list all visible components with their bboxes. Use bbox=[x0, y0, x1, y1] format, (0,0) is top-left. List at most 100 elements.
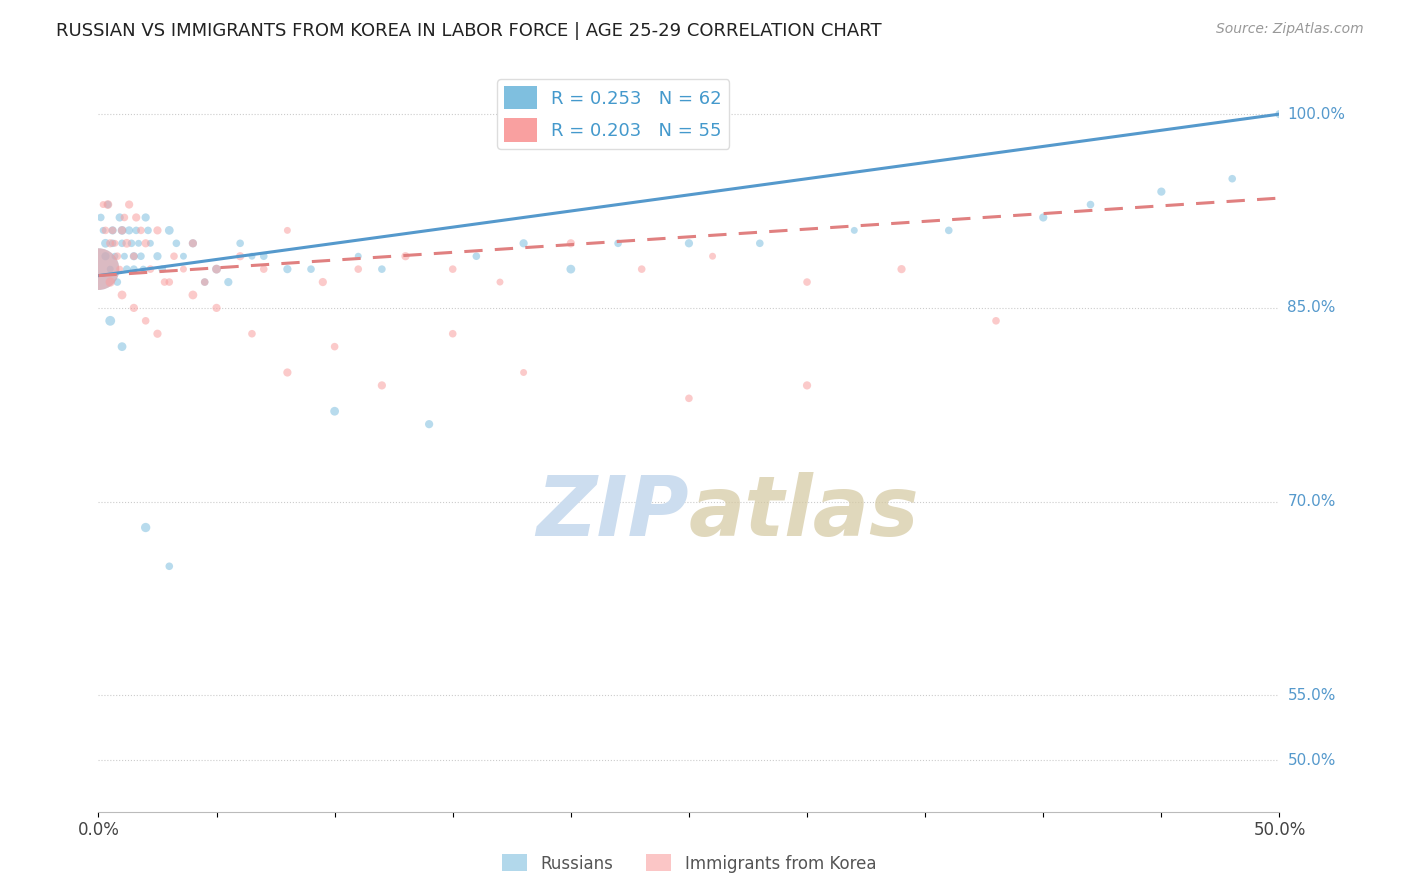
Point bbox=[441, 262, 464, 277]
Point bbox=[194, 275, 217, 289]
Point bbox=[108, 262, 131, 277]
Text: 85.0%: 85.0% bbox=[1288, 301, 1336, 316]
Point bbox=[276, 366, 298, 380]
Point bbox=[94, 223, 117, 237]
Point bbox=[240, 249, 263, 263]
Point bbox=[607, 236, 630, 251]
Point bbox=[157, 559, 180, 574]
Point bbox=[796, 378, 818, 392]
Point bbox=[97, 197, 120, 211]
Text: RUSSIAN VS IMMIGRANTS FROM KOREA IN LABOR FORCE | AGE 25-29 CORRELATION CHART: RUSSIAN VS IMMIGRANTS FROM KOREA IN LABO… bbox=[56, 22, 882, 40]
Point bbox=[139, 236, 162, 251]
Point bbox=[465, 249, 488, 263]
Text: ZIP: ZIP bbox=[536, 472, 689, 552]
Point bbox=[129, 249, 152, 263]
Point bbox=[118, 223, 141, 237]
Point bbox=[253, 249, 276, 263]
Point bbox=[1220, 171, 1243, 186]
Text: 100.0%: 100.0% bbox=[1288, 107, 1346, 121]
Point bbox=[157, 275, 180, 289]
Point bbox=[91, 197, 114, 211]
Point bbox=[111, 223, 134, 237]
Point bbox=[844, 223, 866, 237]
Point bbox=[323, 340, 346, 354]
Point bbox=[205, 262, 228, 277]
Point bbox=[105, 275, 128, 289]
Point bbox=[94, 249, 117, 263]
Point bbox=[217, 275, 239, 289]
Point bbox=[121, 236, 143, 251]
Point bbox=[115, 236, 138, 251]
Point bbox=[105, 249, 128, 263]
Point bbox=[132, 262, 155, 277]
Point bbox=[90, 211, 112, 225]
Text: atlas: atlas bbox=[689, 472, 920, 552]
Point bbox=[98, 275, 121, 289]
Point bbox=[299, 262, 322, 277]
Point bbox=[150, 262, 173, 277]
Point bbox=[135, 314, 157, 328]
Point bbox=[122, 249, 145, 263]
Point bbox=[146, 326, 169, 341]
Point bbox=[181, 236, 204, 251]
Point bbox=[323, 404, 346, 418]
Point bbox=[111, 340, 134, 354]
Point bbox=[371, 262, 394, 277]
Point bbox=[796, 275, 818, 289]
Point bbox=[157, 223, 180, 237]
Point bbox=[111, 236, 134, 251]
Point bbox=[101, 223, 124, 237]
Point bbox=[702, 249, 724, 263]
Point bbox=[98, 236, 121, 251]
Point bbox=[512, 366, 534, 380]
Point bbox=[146, 223, 169, 237]
Point bbox=[128, 236, 150, 251]
Point bbox=[512, 236, 534, 251]
Point bbox=[125, 223, 148, 237]
Point bbox=[441, 326, 464, 341]
Point bbox=[276, 262, 298, 277]
Point bbox=[229, 249, 252, 263]
Point bbox=[489, 275, 512, 289]
Point bbox=[122, 301, 145, 315]
Point bbox=[194, 275, 217, 289]
Point bbox=[938, 223, 960, 237]
Point bbox=[984, 314, 1007, 328]
Point bbox=[129, 223, 152, 237]
Text: 55.0%: 55.0% bbox=[1288, 688, 1336, 703]
Point bbox=[678, 236, 700, 251]
Point bbox=[101, 236, 124, 251]
Point bbox=[205, 262, 228, 277]
Point bbox=[418, 417, 440, 432]
Point bbox=[94, 236, 117, 251]
Point bbox=[111, 288, 134, 302]
Point bbox=[104, 249, 127, 263]
Point bbox=[1080, 197, 1102, 211]
Point bbox=[560, 262, 582, 277]
Point bbox=[276, 223, 298, 237]
Point bbox=[1268, 107, 1291, 121]
Point bbox=[890, 262, 912, 277]
Point bbox=[87, 262, 110, 277]
Point bbox=[146, 249, 169, 263]
Point bbox=[125, 211, 148, 225]
Legend: Russians, Immigrants from Korea: Russians, Immigrants from Korea bbox=[495, 847, 883, 880]
Point bbox=[181, 236, 204, 251]
Text: 50.0%: 50.0% bbox=[1288, 753, 1336, 767]
Point bbox=[112, 249, 135, 263]
Point bbox=[240, 326, 263, 341]
Point bbox=[122, 262, 145, 277]
Point bbox=[181, 288, 204, 302]
Point bbox=[98, 262, 121, 277]
Point bbox=[135, 236, 157, 251]
Text: Source: ZipAtlas.com: Source: ZipAtlas.com bbox=[1216, 22, 1364, 37]
Point bbox=[312, 275, 335, 289]
Point bbox=[630, 262, 652, 277]
Point bbox=[1032, 211, 1054, 225]
Point bbox=[163, 249, 186, 263]
Point bbox=[560, 236, 582, 251]
Point bbox=[1150, 185, 1173, 199]
Point bbox=[748, 236, 770, 251]
Point bbox=[112, 211, 135, 225]
Point bbox=[371, 378, 394, 392]
